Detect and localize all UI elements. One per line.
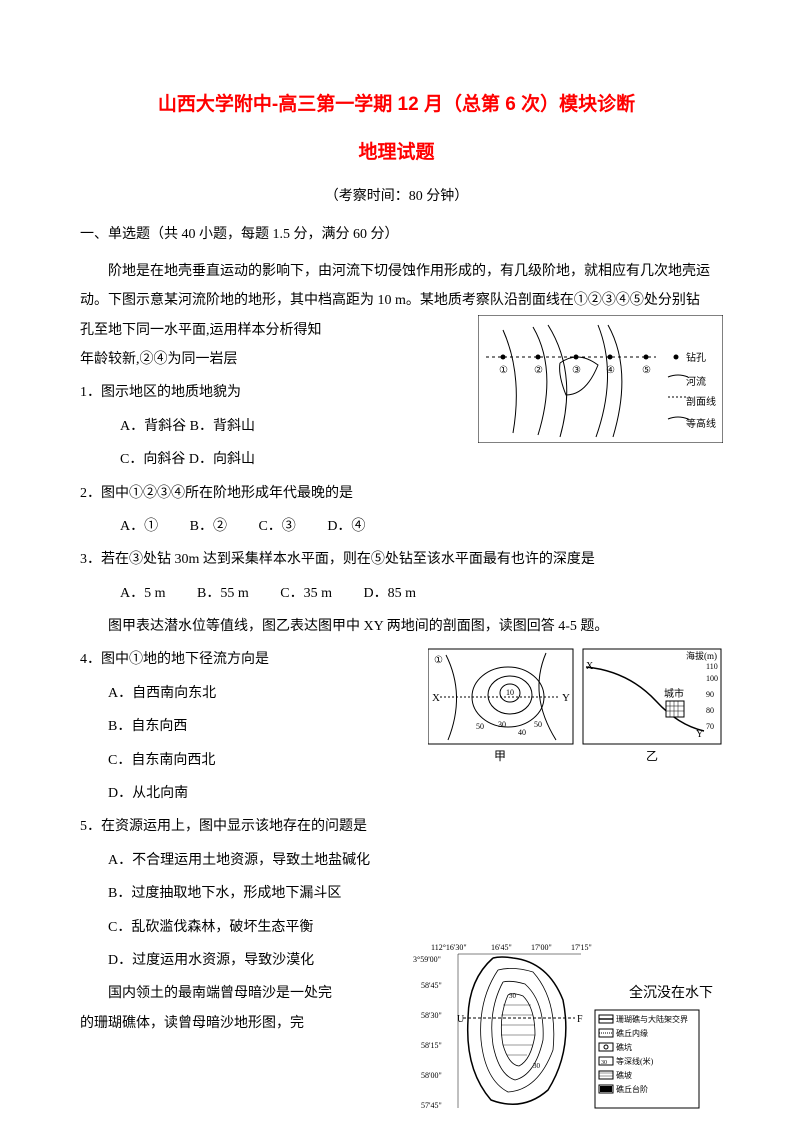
svg-text:U: U (457, 1014, 465, 1025)
svg-text:110: 110 (706, 662, 718, 671)
question-5: 5．在资源运用上，图中显示该地存在的问题是 (80, 812, 713, 841)
fig1-label-2: ② (534, 365, 543, 376)
svg-text:58'15": 58'15" (421, 1041, 442, 1050)
svg-text:17'15": 17'15" (571, 943, 592, 952)
q2-opt-b: B．② (190, 512, 227, 541)
fig3-legend-1: 珊瑚礁与大陆架交界 (616, 1014, 688, 1024)
fig2-left-label: 甲 (494, 749, 506, 763)
svg-text:80: 80 (706, 706, 714, 715)
svg-text:57'45": 57'45" (421, 1101, 442, 1110)
svg-text:30: 30 (498, 720, 506, 729)
fig1-label-5: ⑤ (642, 365, 651, 376)
fig2-right-label: 乙 (646, 749, 658, 763)
svg-text:海拔(m): 海拔(m) (686, 650, 717, 661)
svg-text:30: 30 (601, 1060, 607, 1066)
figure-2-groundwater: ① X Y 10 50 50 30 40 甲 海拔(m) 110 100 90 … (428, 645, 723, 765)
q3-opt-c: C．35 m (280, 579, 332, 608)
svg-text:58'45": 58'45" (421, 981, 442, 990)
exam-time: （考察时间：80 分钟） (80, 183, 713, 211)
fig1-legend-river: 河流 (686, 375, 706, 388)
q3-opt-d: D．85 m (363, 579, 416, 608)
svg-text:50: 50 (476, 722, 484, 731)
svg-text:17'00": 17'00" (531, 943, 552, 952)
q3-options: A．5 m B．55 m C．35 m D．85 m (120, 579, 713, 608)
page-title: 山西大学附中-高三第一学期 12 月（总第 6 次）模块诊断 (80, 90, 713, 120)
q5-opt-c: C．乱砍滥伐森林，破坏生态平衡 (108, 913, 713, 942)
passage-3a: 国内领土的最南端曾母暗沙是一处完 (108, 986, 332, 1001)
fig3-legend-6: 礁丘台阶 (616, 1084, 648, 1094)
svg-text:100: 100 (706, 674, 718, 683)
fig1-label-3: ③ (572, 365, 581, 376)
svg-text:①: ① (434, 655, 443, 666)
q5-opt-b: B．过度抽取地下水，形成地下漏斗区 (108, 879, 713, 908)
fig3-legend-4: 等深线(米) (616, 1056, 654, 1066)
svg-text:70: 70 (706, 722, 714, 731)
q3-opt-a: A．5 m (120, 579, 166, 608)
q5-opt-a: A．不合理运用土地资源，导致土地盐碱化 (108, 846, 713, 875)
svg-text:90: 90 (706, 690, 714, 699)
fig1-legend-contour: 等高线 (686, 417, 716, 430)
svg-text:112°16'30": 112°16'30" (431, 943, 467, 952)
svg-text:30: 30 (509, 992, 517, 1000)
fig3-legend-5: 礁坡 (616, 1070, 632, 1080)
fig1-legend-drill: 钻孔 (686, 351, 706, 364)
fig1-label-4: ④ (606, 365, 615, 376)
section-header: 一、单选题（共 40 小题，每题 1.5 分，满分 60 分） (80, 221, 713, 249)
city-icon (666, 701, 684, 717)
fig3-legend-3: 礁坑 (616, 1042, 632, 1052)
figure-3-reef-map: 112°16'30" 16'45" 17'00" 17'15" 3°59'00"… (413, 940, 703, 1115)
q2-options: A．① B．② C．③ D．④ (120, 512, 713, 541)
q2-opt-c: C．③ (258, 512, 295, 541)
svg-text:58'00": 58'00" (421, 1071, 442, 1080)
svg-text:30: 30 (533, 1062, 541, 1070)
fig3-legend-2: 礁丘内缘 (616, 1028, 648, 1038)
question-2: 2．图中①②③④所在阶地形成年代最晚的是 (80, 479, 713, 508)
svg-text:城市: 城市 (664, 687, 684, 700)
svg-text:58'30": 58'30" (421, 1011, 442, 1020)
figure-1-terrace: ① ② ③ ④ ⑤ 钻孔 河流 剖面线 等高线 (478, 315, 723, 443)
svg-text:X: X (432, 692, 440, 704)
svg-text:F: F (577, 1014, 583, 1025)
svg-text:10: 10 (506, 688, 514, 697)
q4-opt-d: D．从北向南 (108, 779, 713, 808)
svg-text:Y: Y (562, 692, 570, 704)
page-subtitle: 地理试题 (80, 138, 713, 168)
q3-opt-b: B．55 m (197, 579, 249, 608)
fig1-legend-profile: 剖面线 (686, 395, 716, 408)
q2-opt-d: D．④ (327, 512, 365, 541)
q2-opt-a: A．① (120, 512, 158, 541)
svg-text:3°59'00": 3°59'00" (413, 955, 441, 964)
question-3: 3．若在③处钻 30m 达到采集样本水平面，则在⑤处钻至该水平面最有也许的深度是 (80, 545, 713, 574)
fig1-label-1: ① (499, 365, 508, 376)
svg-text:40: 40 (518, 728, 526, 737)
svg-text:50: 50 (534, 720, 542, 729)
passage-2: 图甲表达潜水位等值线，图乙表达图甲中 XY 两地间的剖面图，读图回答 4-5 题… (80, 612, 713, 641)
svg-text:16'45": 16'45" (491, 943, 512, 952)
